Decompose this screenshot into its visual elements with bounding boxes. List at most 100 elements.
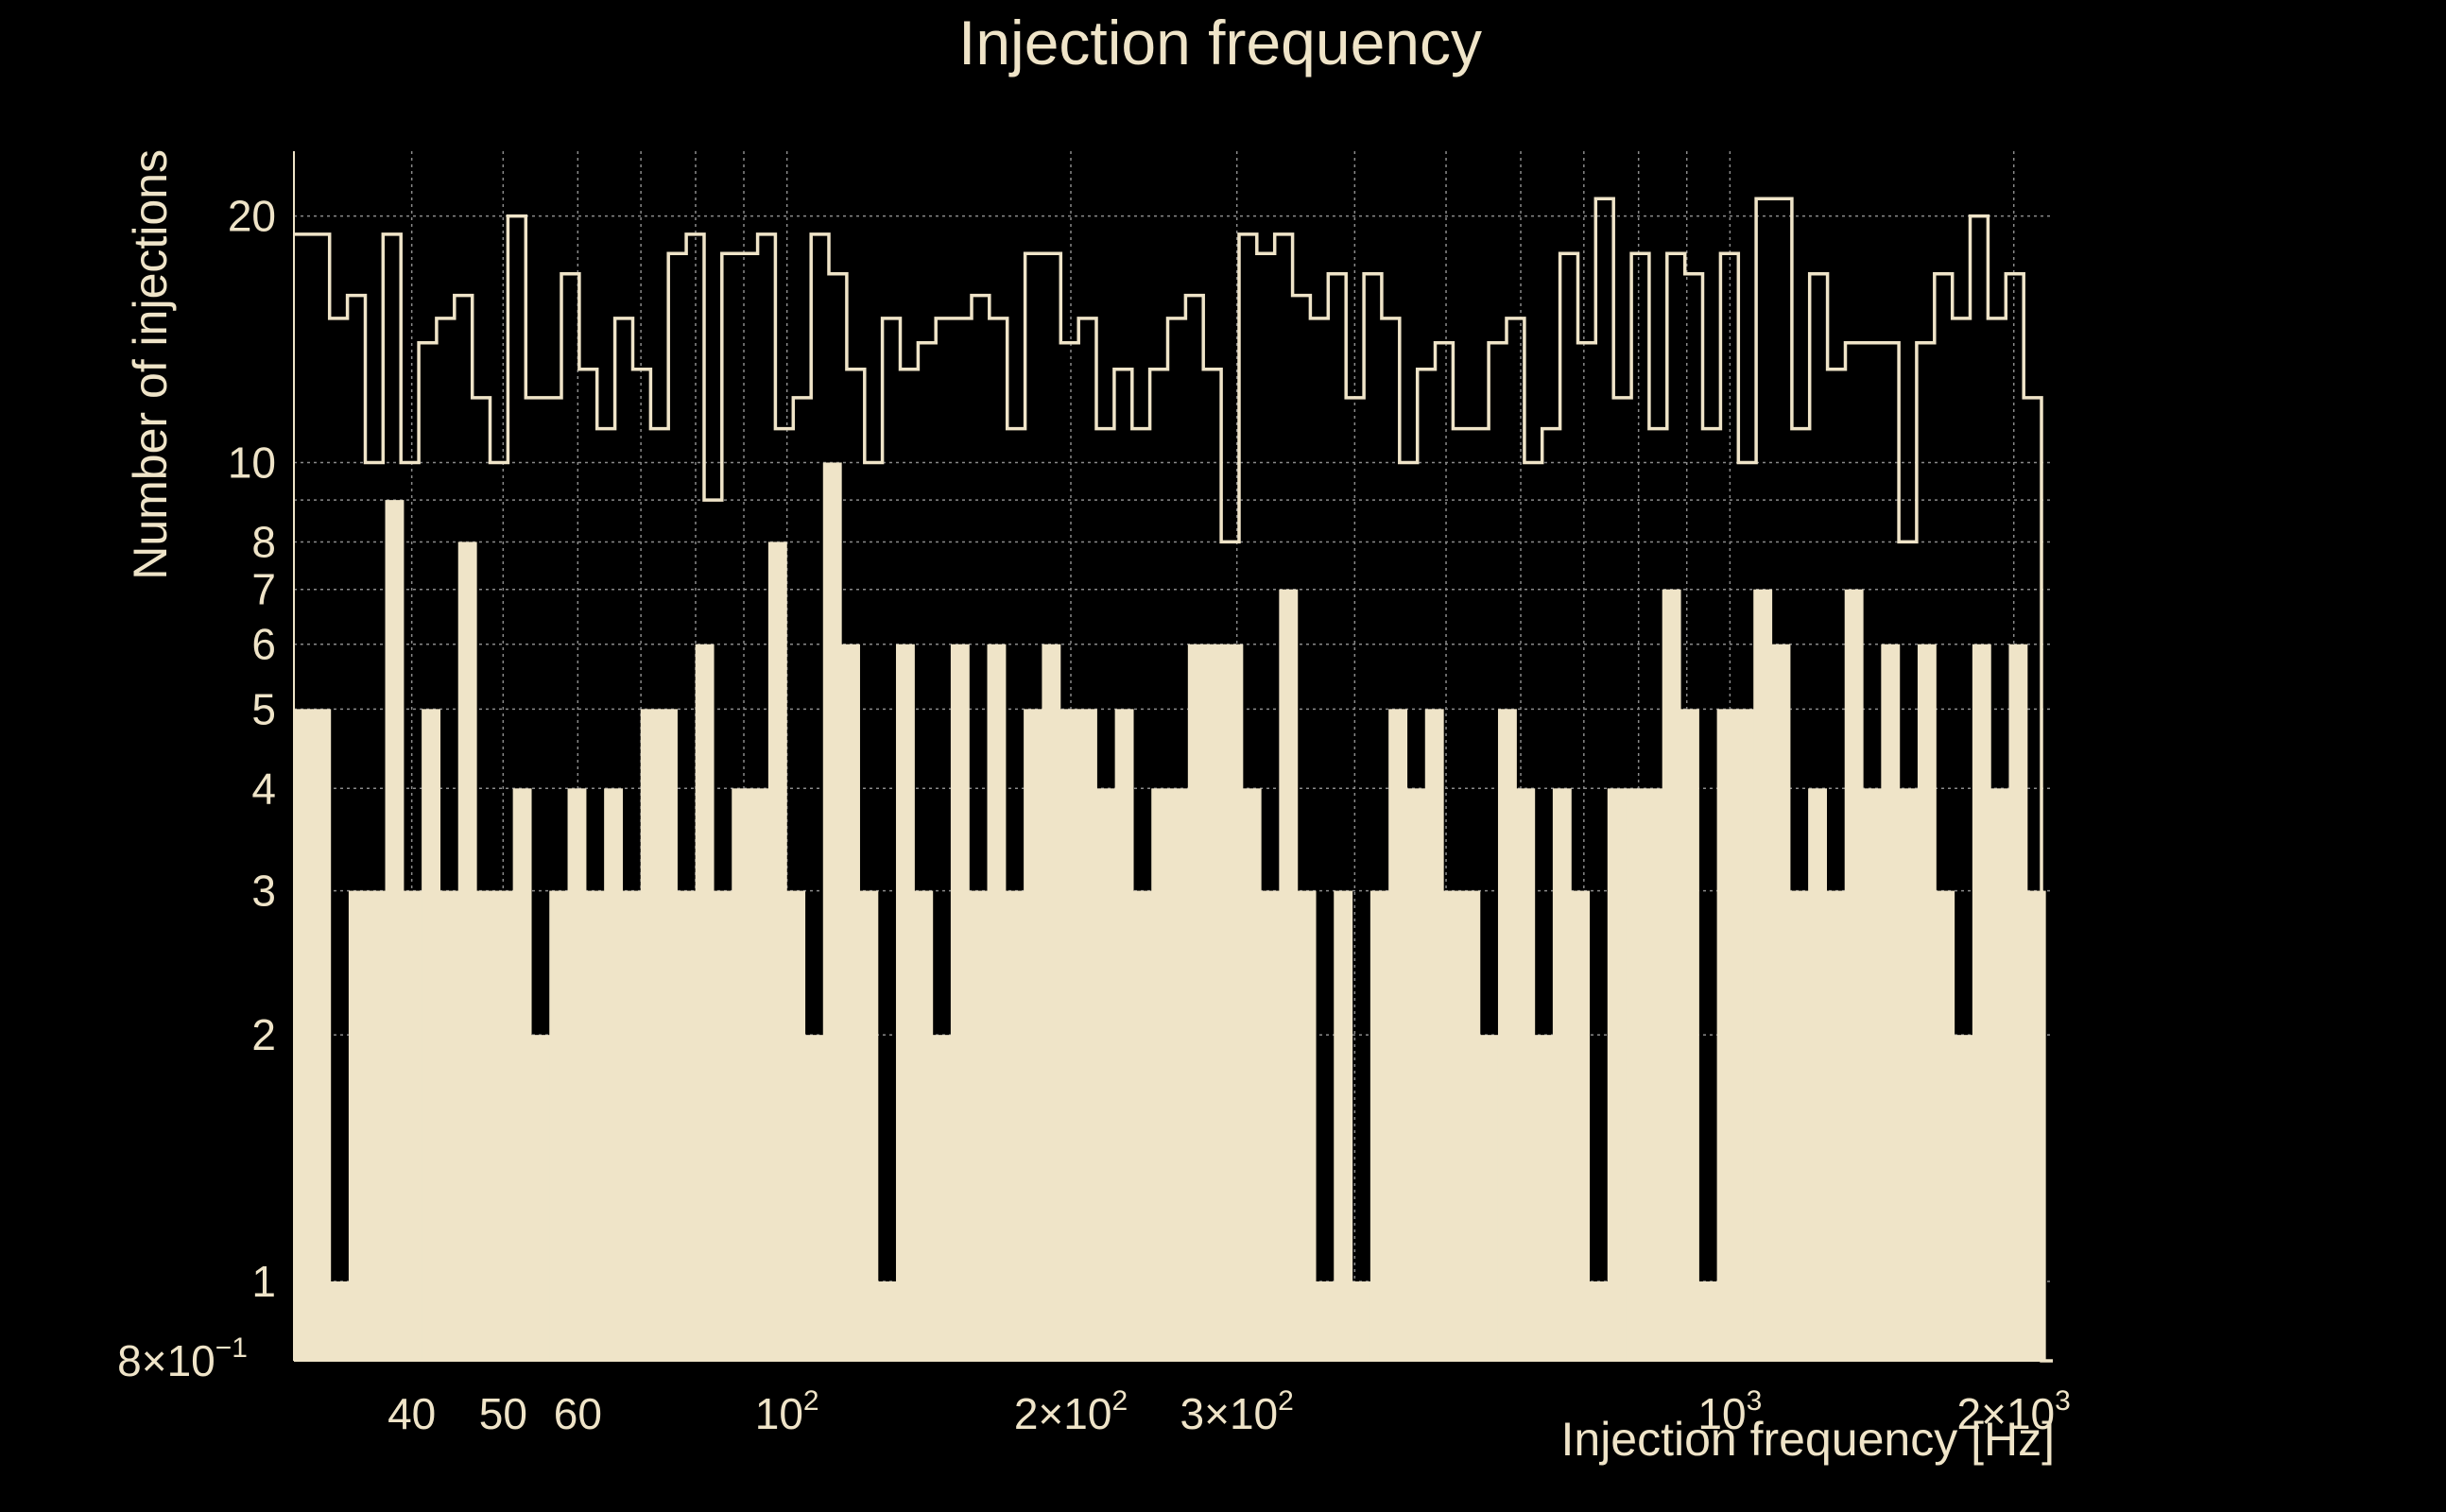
histogram-bar xyxy=(439,890,459,1361)
histogram-bar xyxy=(1497,709,1517,1361)
histogram-bar xyxy=(1789,890,1809,1361)
histogram-bar xyxy=(1443,890,1462,1361)
histogram-bar xyxy=(604,788,624,1361)
histogram-bar xyxy=(1753,589,1773,1361)
histogram-bar xyxy=(1261,890,1280,1361)
histogram-bar xyxy=(1024,709,1043,1361)
histogram-bar xyxy=(294,709,313,1361)
histogram-bar xyxy=(1936,890,1955,1361)
outline-layer xyxy=(294,197,2053,1363)
histogram-bar xyxy=(914,890,934,1361)
histogram-bar xyxy=(494,890,514,1361)
x-tick-label: 50 xyxy=(479,1389,527,1438)
histogram-bar xyxy=(2008,644,2028,1361)
histogram-bar xyxy=(1881,644,1901,1361)
ticks-layer: 40 50 60 102 2×102 3×102 103 2×1038×10−11234567… xyxy=(117,192,2071,1438)
histogram-bar xyxy=(512,788,532,1361)
histogram-bar xyxy=(1972,644,1991,1361)
x-tick-exponent: 3 xyxy=(2055,1385,2071,1417)
histogram-bar xyxy=(1899,788,1919,1361)
histogram-bar xyxy=(1863,788,1882,1361)
y-tick-label: 1 xyxy=(251,1257,276,1306)
histogram-bar xyxy=(1826,890,1846,1361)
histogram-bar xyxy=(1005,890,1025,1361)
histogram-bar xyxy=(457,541,477,1361)
histogram-bar xyxy=(1716,709,1736,1361)
histogram-bar xyxy=(695,644,715,1361)
histogram-bar xyxy=(1424,709,1444,1361)
histogram-bar xyxy=(1808,788,1828,1361)
histogram-bar xyxy=(822,462,842,1362)
x-tick-label: 2×102 xyxy=(1014,1385,1128,1438)
histogram-bar xyxy=(567,788,587,1361)
histogram-bar xyxy=(659,709,678,1361)
y-tick-label: 3 xyxy=(251,867,276,916)
histogram-bar xyxy=(841,644,860,1361)
histogram-bar xyxy=(1206,644,1226,1361)
histogram-bar xyxy=(385,500,405,1361)
histogram-bar xyxy=(1662,589,1681,1361)
histogram-bar xyxy=(732,788,751,1361)
histogram-bar xyxy=(969,890,989,1361)
histogram-bar xyxy=(1315,1281,1335,1361)
x-tick-exponent: 2 xyxy=(1111,1385,1128,1417)
x-tick-label: 102 xyxy=(755,1385,819,1438)
histogram-bar xyxy=(1516,788,1536,1361)
histogram-bar xyxy=(1698,1281,1718,1361)
y-tick-exponent: −1 xyxy=(215,1332,248,1364)
histogram-bar xyxy=(422,709,441,1361)
histogram-bar xyxy=(1279,589,1299,1361)
chart-title: Injection frequency xyxy=(958,8,1482,77)
histogram-bar xyxy=(1917,644,1937,1361)
histogram-bar xyxy=(1369,890,1389,1361)
x-tick-label: 3×102 xyxy=(1180,1385,1294,1438)
y-tick-label: 2 xyxy=(251,1010,276,1059)
histogram-bar xyxy=(1626,788,1645,1361)
axes-layer xyxy=(293,151,2053,1362)
y-tick-label: 4 xyxy=(251,764,276,813)
histogram-bar xyxy=(786,890,806,1361)
histogram-bar xyxy=(1534,1035,1554,1361)
histogram-bar xyxy=(749,788,769,1361)
x-tick-exponent: 2 xyxy=(803,1385,819,1417)
histogram-bar xyxy=(1187,644,1207,1361)
x-tick-exponent: 3 xyxy=(1747,1385,1763,1417)
histogram-bar xyxy=(1571,890,1591,1361)
x-tick-exponent: 2 xyxy=(1278,1385,1294,1417)
histogram-bar xyxy=(804,1035,824,1361)
histogram-bar xyxy=(1954,1035,1973,1361)
y-tick-label: 8×10−1 xyxy=(117,1332,248,1385)
histogram-bar xyxy=(1242,788,1262,1361)
histogram-bar xyxy=(312,709,332,1361)
histogram-bar xyxy=(1644,788,1663,1361)
histogram-bar xyxy=(585,890,605,1361)
x-axis-label: Injection frequency [Hz] xyxy=(1561,1413,2056,1466)
histogram-bar xyxy=(403,890,422,1361)
y-axis-label: Number of injections xyxy=(124,149,177,580)
histogram-bar xyxy=(859,890,879,1361)
histogram-bar xyxy=(767,541,787,1361)
y-tick-label: 5 xyxy=(251,684,276,733)
histogram-bar xyxy=(1990,788,2010,1361)
histogram-bar xyxy=(1042,644,1061,1361)
histogram-bar xyxy=(1406,788,1426,1361)
histogram-bar xyxy=(1589,1281,1609,1361)
histogram-bar xyxy=(987,644,1007,1361)
histogram-bar xyxy=(877,1281,897,1361)
histogram-bar xyxy=(640,709,660,1361)
histogram-bar xyxy=(1479,1035,1499,1361)
histogram-bar xyxy=(1114,709,1134,1361)
y-tick-label: 7 xyxy=(251,565,276,614)
outline-histogram xyxy=(294,197,2053,1363)
histogram-bar xyxy=(713,890,732,1361)
histogram-bar xyxy=(1771,644,1791,1361)
x-tick-label: 40 xyxy=(388,1389,436,1438)
histogram-bar xyxy=(1607,788,1627,1361)
y-tick-label: 20 xyxy=(228,192,276,241)
histogram-bar xyxy=(1151,788,1171,1361)
histogram-bar xyxy=(932,1035,952,1361)
histogram-bar xyxy=(1334,890,1353,1361)
histogram-bar xyxy=(330,1281,350,1361)
histogram-bar xyxy=(950,644,970,1361)
